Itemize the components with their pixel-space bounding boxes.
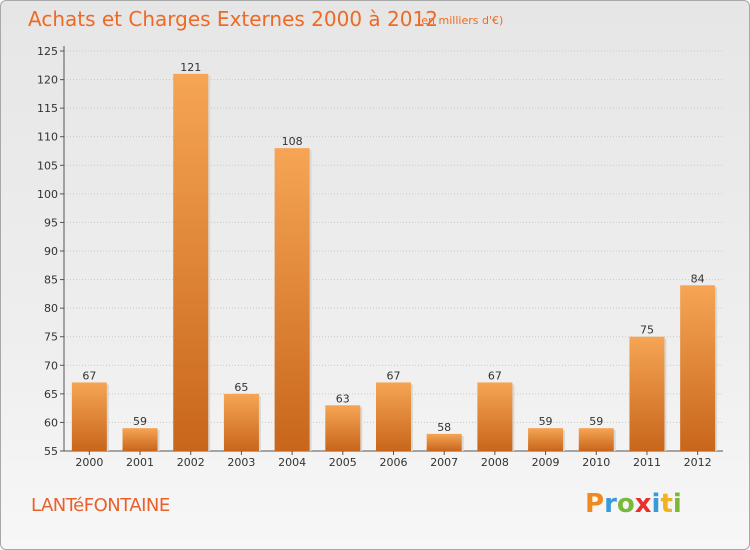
logo-letter: t [660,489,673,519]
value-label: 84 [691,272,705,285]
x-tick-label: 2005 [329,456,357,469]
y-tick-label: 65 [44,388,58,401]
y-tick-label: 115 [37,102,58,115]
commune-name: LANTéFONTAINE [31,495,170,516]
bar [477,382,513,451]
value-label: 121 [180,61,201,74]
x-tick-label: 2008 [481,456,509,469]
value-label: 67 [82,369,96,382]
bar [71,382,107,451]
x-tick-label: 2011 [633,456,661,469]
logo-letter: P [585,489,605,519]
bar [629,336,665,451]
y-tick-label: 75 [44,331,58,344]
y-tick-label: 95 [44,216,58,229]
bar [528,428,564,451]
logo-letter: i [651,489,661,519]
x-tick-label: 2001 [126,456,154,469]
y-tick-label: 70 [44,359,58,372]
value-label: 67 [488,369,502,382]
bar [426,433,462,451]
value-label: 75 [640,324,654,337]
bar [173,73,209,451]
y-tick-label: 90 [44,245,58,258]
x-tick-label: 2010 [582,456,610,469]
x-axis-ticks: 2000 2001 2002 2003 2004 2005 2006 2007 2008 2009… [75,451,712,469]
x-tick-label: 2002 [177,456,205,469]
x-tick-label: 2006 [380,456,408,469]
logo-letter: r [604,489,617,519]
value-labels: 67 59 121 65 108 63 67 58 67 59 59 75 84 [82,61,704,434]
value-label: 65 [234,381,248,394]
y-tick-label: 110 [37,131,58,144]
logo-letter: o [616,489,635,519]
bars [71,73,718,451]
y-tick-label: 125 [37,45,58,58]
y-tick-label: 80 [44,302,58,315]
y-tick-label: 100 [37,188,58,201]
x-tick-label: 2004 [278,456,306,469]
value-label: 58 [437,421,451,434]
y-tick-label: 85 [44,274,58,287]
x-tick-label: 2007 [430,456,458,469]
x-tick-label: 2003 [227,456,255,469]
y-tick-label: 60 [44,416,58,429]
value-label: 59 [589,415,603,428]
logo-letter: x [634,489,652,519]
value-label: 59 [133,415,147,428]
proxiti-logo: Proxiti [585,489,682,519]
y-tick-label: 120 [37,74,58,87]
bar [680,285,716,451]
grid-lines [64,50,723,423]
x-tick-label: 2000 [75,456,103,469]
y-axis-ticks: 55 60 65 70 75 80 85 90 95 100 105 110 115 120 125 [37,45,64,458]
bar [274,148,310,451]
bar [376,382,411,451]
y-tick-label: 105 [37,159,58,172]
value-label: 67 [387,369,401,382]
bar [578,428,614,451]
bar [223,393,259,451]
chart-title: Achats et Charges Externes 2000 à 2012 [28,7,438,31]
x-tick-label: 2009 [532,456,560,469]
value-label: 108 [282,135,303,148]
value-label: 63 [336,392,350,405]
chart-subtitle: (en milliers d'€) [417,14,504,27]
x-tick-label: 2012 [684,456,712,469]
bar [325,405,361,451]
y-tick-label: 55 [44,445,58,458]
logo-letter: i [672,489,682,519]
value-label: 59 [539,415,553,428]
bar [122,428,158,451]
